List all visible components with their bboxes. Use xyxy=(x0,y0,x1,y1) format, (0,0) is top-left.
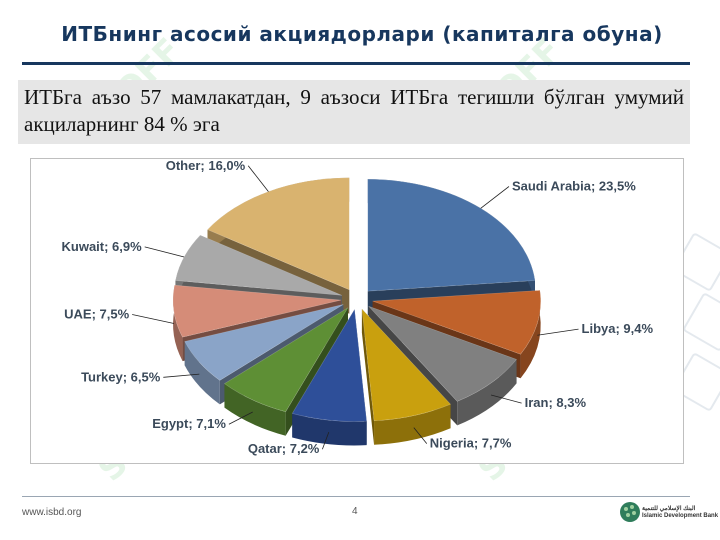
data-label: Saudi Arabia; 23,5% xyxy=(512,179,636,194)
leader-line xyxy=(247,165,269,192)
hexagon-decoration xyxy=(681,291,720,353)
data-label: Egypt; 7,1% xyxy=(152,416,226,431)
pie-slice-iran xyxy=(368,305,518,402)
leader-line xyxy=(163,373,200,378)
leader-line xyxy=(132,314,175,324)
pie-slice-turkey xyxy=(184,304,344,381)
pie-slice-uae xyxy=(172,284,342,338)
pie-slice-qatar xyxy=(291,308,367,422)
leader-line xyxy=(322,431,330,450)
leader-line xyxy=(537,328,579,336)
data-label: Other; 16,0% xyxy=(166,159,246,173)
leader-line xyxy=(144,246,185,258)
pie-chart-svg: Saudi Arabia; 23,5% Libya; 9,4% Iran; 8,3%… xyxy=(62,159,654,456)
bank-logo-icon xyxy=(620,502,640,522)
page-number: 4 xyxy=(352,506,358,517)
footer-divider xyxy=(22,496,690,497)
leader-line xyxy=(480,186,510,209)
data-label: Iran; 8,3% xyxy=(525,395,587,410)
data-label: Turkey; 6,5% xyxy=(81,369,161,384)
title-divider xyxy=(22,62,690,65)
leader-line xyxy=(413,427,428,444)
data-label: Libya; 9,4% xyxy=(582,321,654,336)
leader-line xyxy=(228,411,253,425)
bank-logo-text: البنك الإسلامي للتنمية Islamic Developme… xyxy=(642,506,719,519)
data-label: Kuwait; 6,9% xyxy=(62,239,143,254)
bank-logo: البنك الإسلامي للتنمية Islamic Developme… xyxy=(618,500,718,530)
data-label: Nigeria; 7,7% xyxy=(430,436,512,451)
pie-slice-egypt xyxy=(223,307,349,413)
footer-url[interactable]: www.isbd.org xyxy=(22,507,82,518)
pie-chart: Saudi Arabia; 23,5% Libya; 9,4% Iran; 8,3%… xyxy=(30,158,684,464)
pie-slice-kuwait xyxy=(175,234,343,296)
pie-slice-libya xyxy=(372,290,541,355)
slide-title: ИТБнинг асосий акциядорлари (капиталга о… xyxy=(61,22,663,46)
pie-slice-saudi-arabia xyxy=(367,178,536,292)
data-label: UAE; 7,5% xyxy=(64,306,129,321)
data-label: Qatar; 7,2% xyxy=(248,441,320,456)
pie-slice-nigeria xyxy=(361,308,452,422)
intro-text: ИТБга аъзо 57 мамлакатдан, 9 аъзоси ИТБг… xyxy=(18,80,690,144)
leader-line xyxy=(490,394,522,404)
